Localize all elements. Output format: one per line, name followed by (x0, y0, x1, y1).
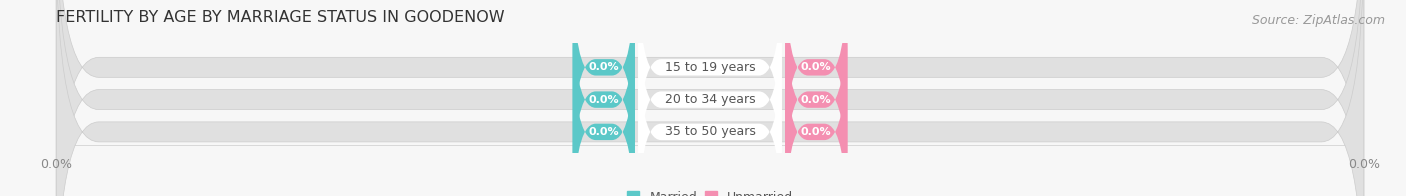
FancyBboxPatch shape (56, 0, 1364, 196)
Text: 15 to 19 years: 15 to 19 years (665, 61, 755, 74)
FancyBboxPatch shape (638, 27, 782, 196)
FancyBboxPatch shape (785, 0, 848, 196)
Legend: Married, Unmarried: Married, Unmarried (627, 191, 793, 196)
Text: 0.0%: 0.0% (589, 127, 619, 137)
FancyBboxPatch shape (785, 27, 848, 196)
FancyBboxPatch shape (572, 0, 636, 172)
Text: 0.0%: 0.0% (589, 95, 619, 105)
Text: 20 to 34 years: 20 to 34 years (665, 93, 755, 106)
Text: Source: ZipAtlas.com: Source: ZipAtlas.com (1251, 14, 1385, 27)
FancyBboxPatch shape (56, 0, 1364, 196)
Text: 35 to 50 years: 35 to 50 years (665, 125, 755, 138)
Text: 0.0%: 0.0% (589, 62, 619, 72)
FancyBboxPatch shape (785, 0, 848, 172)
Text: 0.0%: 0.0% (801, 127, 831, 137)
FancyBboxPatch shape (56, 0, 1364, 196)
FancyBboxPatch shape (572, 0, 636, 196)
Text: 0.0%: 0.0% (801, 95, 831, 105)
FancyBboxPatch shape (638, 0, 782, 172)
FancyBboxPatch shape (572, 27, 636, 196)
Text: FERTILITY BY AGE BY MARRIAGE STATUS IN GOODENOW: FERTILITY BY AGE BY MARRIAGE STATUS IN G… (56, 10, 505, 25)
FancyBboxPatch shape (638, 0, 782, 196)
Text: 0.0%: 0.0% (801, 62, 831, 72)
